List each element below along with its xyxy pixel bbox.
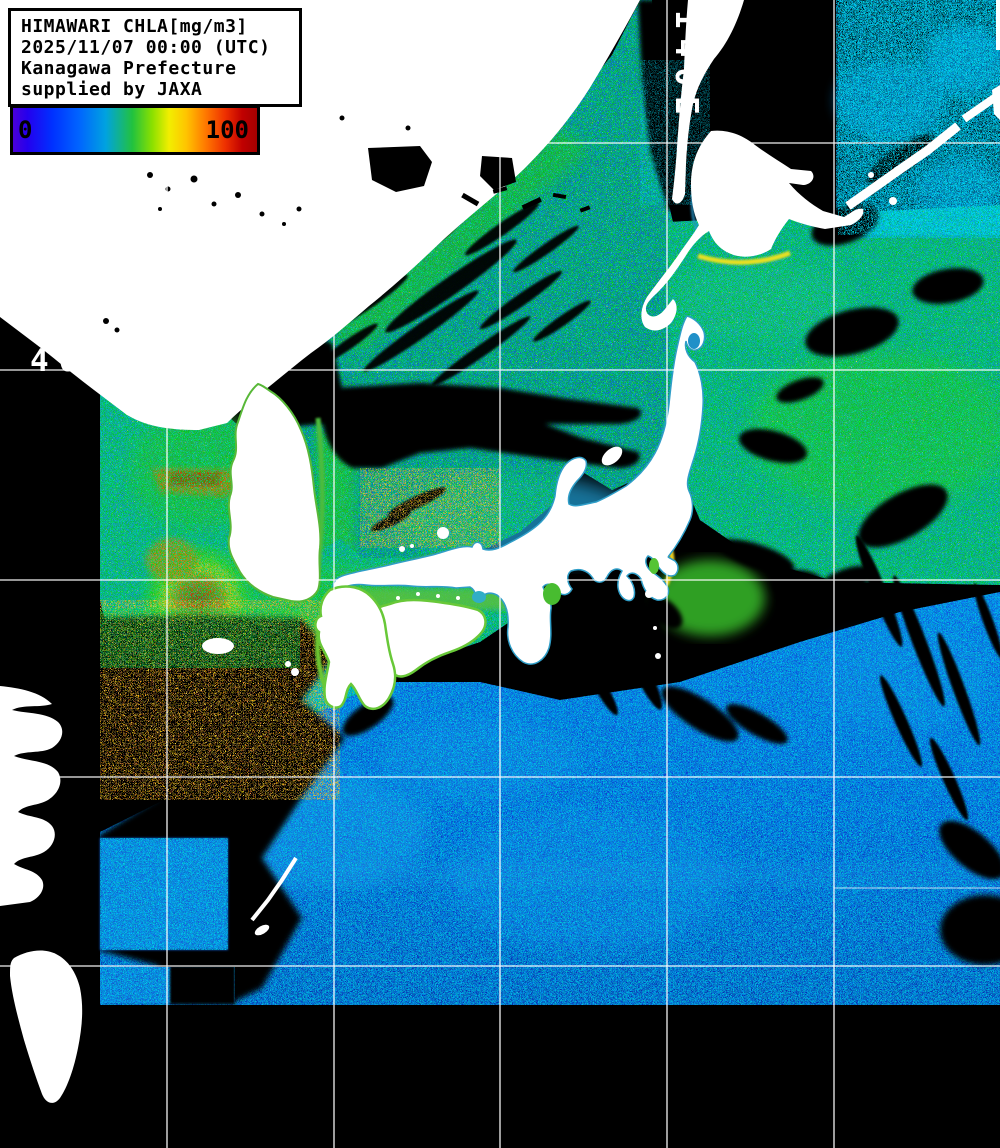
cloud-land-layer (0, 0, 1000, 1103)
china-coast-cloud (0, 686, 63, 906)
longitude-label: 140E (668, 10, 704, 125)
kuril-islands (845, 0, 1000, 210)
kyushu-landmass (314, 585, 397, 710)
sado-island (601, 446, 623, 466)
hokkaido-landmass (641, 130, 864, 331)
tokara-island-chain (250, 856, 298, 922)
boso-green-patch (655, 560, 765, 636)
colorbar-min-label: 0 (18, 116, 33, 144)
jeju-island (202, 638, 234, 654)
tokyo-bay (649, 558, 659, 574)
small-cloud-dot (437, 527, 449, 539)
map-title-box: HIMAWARI CHLA[mg/m3] 2025/11/07 00:00 (U… (8, 8, 302, 107)
latitude-label: 40N (30, 343, 116, 379)
islet-specks-on-cloud (103, 115, 591, 333)
chla-colorbar: 0 100 (10, 105, 260, 155)
sakhalin-landmass (672, 0, 744, 204)
data-supplier-credit: supplied by JAXA (21, 79, 203, 100)
bay-waters (472, 333, 700, 605)
japan-basin-cloud-shadow (321, 383, 642, 468)
product-title: HIMAWARI CHLA[mg/m3] (21, 16, 248, 37)
osaka-bay (472, 591, 486, 603)
ise-bay (543, 583, 561, 605)
taiwan-landmass (10, 950, 83, 1103)
mutsu-bay (688, 333, 700, 349)
korea-cloud-mass (227, 382, 322, 603)
small-islands (202, 446, 661, 936)
honshu-landmass (332, 315, 706, 665)
prefecture-credit: Kanagawa Prefecture (21, 58, 237, 79)
tsushima-island (293, 565, 305, 591)
timestamp: 2025/11/07 00:00 (UTC) (21, 37, 271, 58)
colorbar-max-label: 100 (205, 116, 249, 144)
